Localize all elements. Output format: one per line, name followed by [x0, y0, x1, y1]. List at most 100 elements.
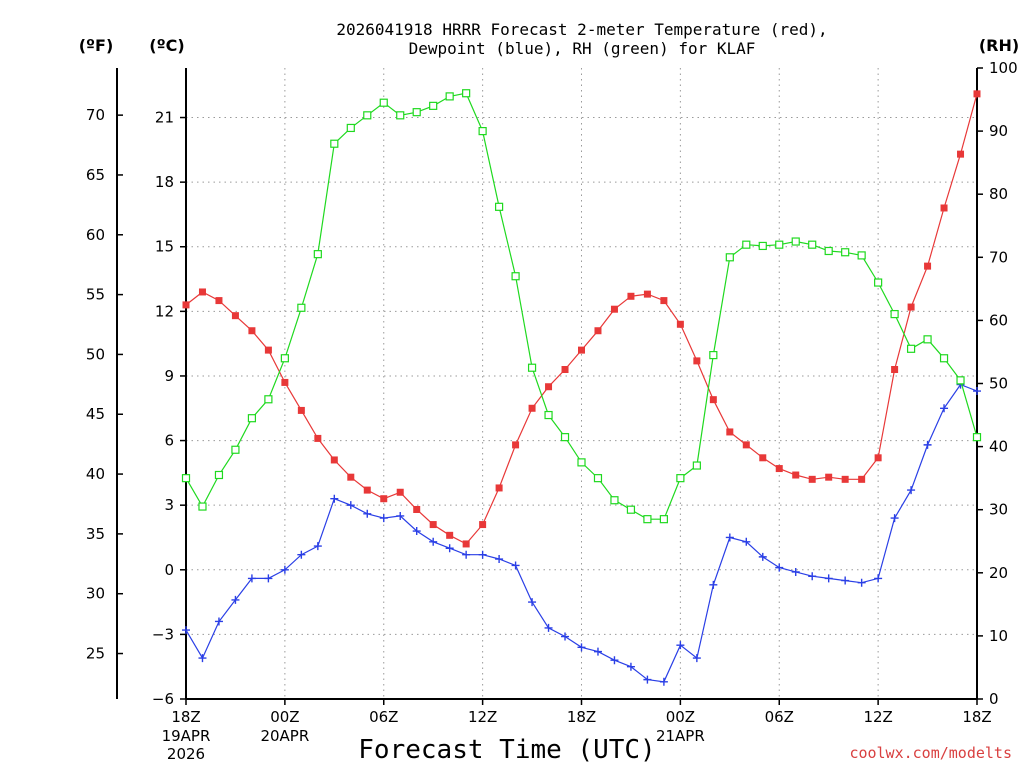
- rh-point: [511, 272, 520, 281]
- 2-meter-temperature-point: [627, 292, 635, 300]
- dewpoint-point: [808, 572, 817, 581]
- rh-point: [775, 240, 784, 249]
- dewpoint-point: [198, 654, 207, 663]
- rh-point: [297, 303, 306, 312]
- 2-meter-temperature-point: [281, 378, 289, 386]
- celsius-tick-label: 3: [164, 496, 174, 514]
- 2-meter-temperature-point: [858, 475, 866, 483]
- rh-point: [824, 246, 833, 256]
- dewpoint-point: [857, 578, 866, 587]
- 2-meter-temperature-point: [825, 473, 833, 481]
- rh-point: [874, 278, 883, 287]
- rh-tick-label: 80: [989, 185, 1008, 203]
- x-tick-label: 12Z: [863, 708, 892, 726]
- rh-tick-label: 0: [989, 690, 999, 708]
- chart-title-line-1: 2026041918 HRRR Forecast 2-meter Tempera…: [336, 20, 827, 39]
- 2-meter-temperature-point: [940, 204, 948, 212]
- celsius-tick-label: 15: [155, 238, 174, 256]
- dewpoint-point: [528, 598, 537, 607]
- 2-meter-temperature-point: [957, 150, 965, 158]
- rh-point: [214, 470, 224, 480]
- x-tick-label: 12Z: [468, 708, 497, 726]
- dewpoint-point: [330, 494, 339, 503]
- rh-point: [857, 251, 866, 260]
- x-tick-label: 00Z: [666, 708, 695, 726]
- 2-meter-temperature-point: [264, 346, 272, 354]
- rh-point: [725, 253, 734, 262]
- rh-point: [758, 241, 767, 251]
- rh-point: [643, 515, 652, 524]
- 2-meter-temperature-point: [429, 521, 437, 529]
- x-axis-label: Forecast Time (UTC): [358, 735, 655, 765]
- dewpoint-point: [280, 565, 289, 574]
- 2-meter-temperature-point: [479, 521, 487, 529]
- dewpoint-point: [676, 641, 685, 650]
- rh-point: [445, 92, 454, 101]
- rh-point: [659, 515, 668, 524]
- dewpoint-point: [643, 675, 652, 684]
- dewpoint-point: [742, 537, 751, 546]
- fahrenheit-tick-label: 25: [86, 645, 105, 663]
- 2-meter-temperature-point: [462, 540, 470, 548]
- dewpoint-point: [429, 537, 438, 546]
- rh-point: [495, 202, 504, 211]
- chart-title-line-2: Dewpoint (blue), RH (green) for KLAF: [409, 39, 756, 58]
- rh-point: [923, 335, 932, 344]
- x-tick-label: 18Z: [962, 708, 991, 726]
- dewpoint-series: [182, 380, 981, 686]
- x-tick-date-label: 21APR: [656, 727, 705, 745]
- dewpoint-point: [775, 563, 784, 572]
- grid-lines: [186, 68, 977, 699]
- 2-meter-temperature-point: [215, 297, 223, 305]
- fahrenheit-unit-label: (ºF): [79, 36, 114, 55]
- 2-meter-temperature-point: [330, 456, 338, 464]
- 2-meter-temperature-point: [198, 288, 206, 296]
- 2-meter-temperature-point: [709, 396, 717, 404]
- 2-meter-temperature-point: [396, 488, 404, 496]
- dewpoint-point: [478, 550, 487, 559]
- data-series: [181, 89, 982, 686]
- 2-meter-temperature-point: [363, 486, 371, 494]
- fahrenheit-tick-label: 40: [86, 465, 105, 483]
- rh-point: [363, 111, 372, 120]
- 2-meter-temperature-point: [594, 327, 602, 335]
- rh-point: [429, 101, 438, 110]
- dewpoint-point: [725, 533, 734, 542]
- dewpoint-point: [709, 580, 718, 589]
- dewpoint-point: [297, 550, 306, 559]
- x-tick-label: 18Z: [567, 708, 596, 726]
- celsius-tick-label: 21: [155, 109, 174, 127]
- 2-meter-temperature-point: [248, 327, 256, 335]
- rh-point: [478, 126, 487, 136]
- fahrenheit-tick-label: 70: [86, 106, 105, 124]
- 2-meter-temperature-point: [446, 531, 454, 539]
- dewpoint-point: [841, 576, 850, 585]
- rh-point: [841, 248, 850, 257]
- rh-tick-label: 40: [989, 438, 1008, 456]
- x-tick-label: 06Z: [369, 708, 398, 726]
- 2-meter-temperature-point: [561, 366, 569, 374]
- dewpoint-point: [626, 662, 635, 671]
- rh-point: [676, 474, 685, 483]
- 2-meter-temperature-point: [610, 305, 618, 313]
- 2-meter-temperature-point: [297, 406, 305, 414]
- 2-meter-temperature-point: [578, 346, 585, 354]
- dewpoint-point: [973, 387, 981, 396]
- dewpoint-point: [363, 509, 372, 518]
- 2-meter-temperature-point: [726, 428, 734, 436]
- celsius-tick-label: 9: [164, 367, 174, 385]
- dewpoint-point: [610, 656, 619, 665]
- rh-point: [379, 98, 388, 107]
- rh-tick-label: 60: [989, 311, 1008, 329]
- rh-point: [972, 433, 982, 442]
- rh-point: [906, 344, 916, 353]
- 2-meter-temperature-point: [495, 484, 503, 492]
- rh-point: [709, 351, 718, 360]
- celsius-tick-label: 6: [164, 432, 174, 450]
- celsius-unit-label: (ºC): [149, 36, 184, 55]
- celsius-tick-label: 0: [164, 561, 174, 579]
- 2-meter-temperature-point: [808, 475, 816, 483]
- dewpoint-point: [495, 555, 504, 564]
- x-tick-label: 06Z: [765, 708, 794, 726]
- dewpoint-point: [659, 677, 668, 686]
